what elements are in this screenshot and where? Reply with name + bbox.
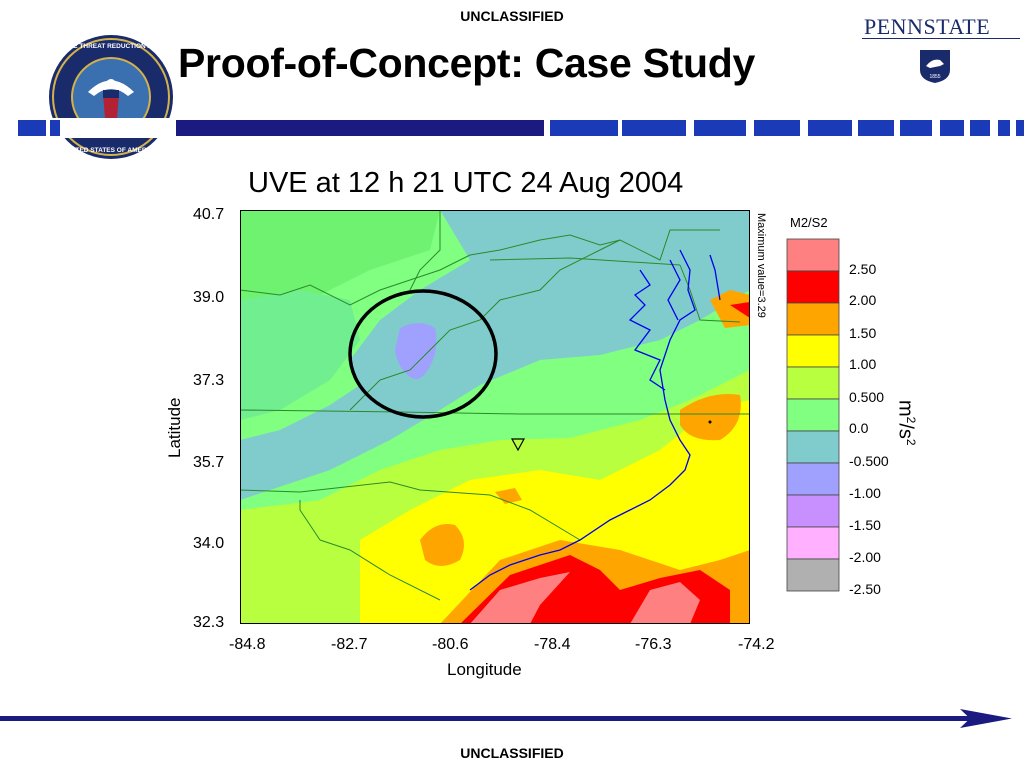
y-tick: 34.0 <box>193 535 225 552</box>
classification-banner-bottom: UNCLASSIFIED <box>460 745 564 761</box>
legend-swatch <box>786 462 840 496</box>
legend-label: 1.50 <box>849 325 877 341</box>
slide-title: Proof-of-Concept: Case Study <box>178 40 755 86</box>
field-orange-2 <box>495 488 522 504</box>
uve-contour-map <box>240 210 750 624</box>
y-axis-label: Latitude <box>165 397 184 459</box>
x-tick: -74.2 <box>738 636 775 653</box>
legend-label: 0.0 <box>849 420 869 436</box>
dtra-seal-logo: DEFENSE THREAT REDUCTION AGENCY UNITED S… <box>48 35 174 159</box>
svg-text:DEFENSE THREAT REDUCTION AGENC: DEFENSE THREAT REDUCTION AGENCY <box>48 43 174 50</box>
classification-banner-top: UNCLASSIFIED <box>460 8 564 24</box>
legend-label: 2.00 <box>849 292 877 308</box>
legend-swatch <box>786 238 840 272</box>
x-tick: -78.4 <box>534 636 571 653</box>
legend-swatch <box>786 270 840 304</box>
field-west-green <box>240 210 440 310</box>
plot-frame <box>240 210 750 624</box>
map-title: UVE at 12 h 21 UTC 24 Aug 2004 <box>248 167 684 199</box>
field-ne-red <box>730 302 750 318</box>
field-pink-1 <box>470 572 570 624</box>
svg-text:1855: 1855 <box>929 74 940 80</box>
legend-swatch <box>786 558 840 592</box>
footer-arrow-rule <box>0 709 1012 728</box>
legend-color-scale <box>786 238 840 592</box>
legend-label: -1.00 <box>849 485 881 501</box>
field-pink-2 <box>630 582 700 624</box>
x-tick: -82.7 <box>331 636 368 653</box>
legend-label: -2.00 <box>849 549 881 565</box>
legend-swatch <box>786 494 840 528</box>
field-dark-green-patch <box>240 290 360 420</box>
x-tick: -84.8 <box>229 636 266 653</box>
field-orange-1 <box>420 524 464 566</box>
state-boundaries <box>240 210 750 601</box>
y-tick: 35.7 <box>193 454 225 471</box>
max-value-note: Maximum value=3.29 <box>755 213 767 318</box>
header-decorative-bar <box>0 118 1024 138</box>
y-tick: 32.3 <box>193 614 225 631</box>
unit-label: m2/s2 <box>894 400 918 446</box>
x-tick: -80.6 <box>432 636 469 653</box>
legend-swatch <box>786 302 840 336</box>
legend-swatch <box>786 334 840 368</box>
legend-label: -1.50 <box>849 517 881 533</box>
legend-label: -2.50 <box>849 581 881 597</box>
legend-label: 1.00 <box>849 356 877 372</box>
y-tick: 37.3 <box>193 372 225 389</box>
site-marker-icon <box>510 438 526 452</box>
field-lavender-blob <box>395 323 437 379</box>
field-orange-3 <box>680 394 741 441</box>
pennstate-rule <box>862 38 1020 39</box>
legend-swatch <box>786 398 840 432</box>
legend-title: M2/S2 <box>790 215 828 230</box>
legend-label: 2.50 <box>849 261 877 277</box>
highlight-circle <box>348 289 498 419</box>
svg-text:UNITED STATES OF AMERICA: UNITED STATES OF AMERICA <box>64 147 158 154</box>
y-tick: 40.7 <box>193 206 225 223</box>
legend-label: -0.500 <box>849 453 889 469</box>
pennstate-shield-icon: 1855 <box>920 50 950 83</box>
legend-swatch <box>786 366 840 400</box>
coastline <box>469 249 721 591</box>
pennstate-logo-text: PENNSTATE <box>864 14 991 39</box>
legend-label: 0.500 <box>849 389 885 405</box>
x-tick: -76.3 <box>635 636 672 653</box>
x-axis-label: Longitude <box>447 660 522 679</box>
legend-swatch <box>786 430 840 464</box>
legend-swatch <box>786 526 840 560</box>
y-tick: 39.0 <box>193 289 225 306</box>
